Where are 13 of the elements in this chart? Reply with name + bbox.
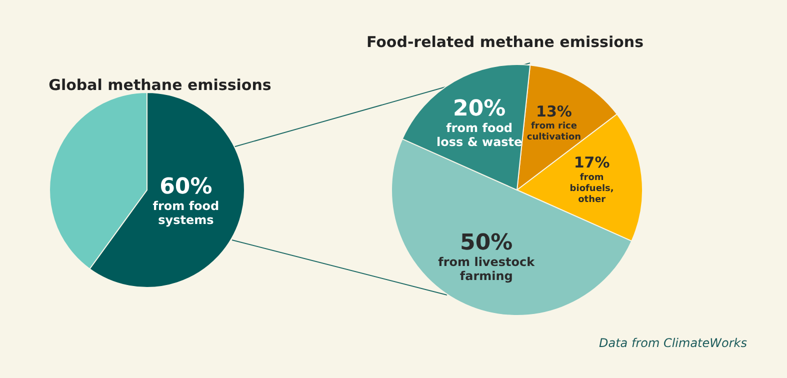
chart-title: Global methane emissions: [48, 76, 272, 94]
data-label: 50%: [460, 230, 513, 256]
data-label: 17%: [574, 154, 610, 172]
data-label: 13%: [536, 102, 572, 120]
slice-label: from livestock farming: [438, 254, 536, 283]
chart-title: Food-related methane emissions: [365, 33, 645, 51]
slice-label: from biofuels, other: [570, 173, 614, 206]
slice-label: from food loss & waste: [436, 120, 522, 149]
slice-label: from food systems: [152, 198, 220, 227]
slice-label: from rice cultivation: [526, 122, 582, 143]
data-label: 60%: [160, 174, 212, 200]
text: Data from ClimateWorks: [599, 336, 747, 350]
data-label: 20%: [453, 96, 506, 122]
